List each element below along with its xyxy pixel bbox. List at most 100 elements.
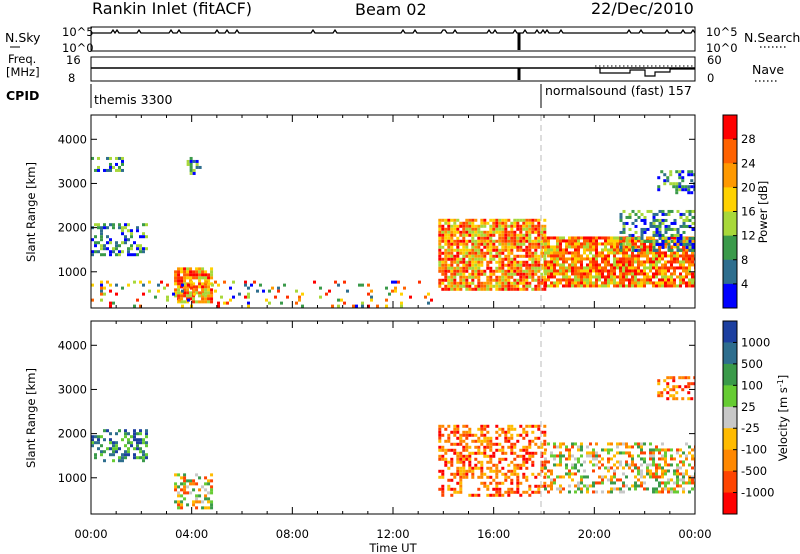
heatmap-cell xyxy=(438,260,442,264)
heatmap-cell xyxy=(688,239,692,243)
heatmap-cell xyxy=(210,500,214,504)
heatmap-cell xyxy=(204,270,208,274)
heatmap-cell xyxy=(685,218,689,222)
x-tick-label: 12:00 xyxy=(376,527,409,541)
heatmap-cell xyxy=(691,254,694,258)
heatmap-cell xyxy=(118,168,121,172)
heatmap-cell xyxy=(622,490,625,494)
heatmap-cell xyxy=(616,260,619,264)
heatmap-cell xyxy=(192,297,196,301)
heatmap-cell xyxy=(652,218,656,222)
heatmap-cell xyxy=(693,185,695,189)
heatmap-cell xyxy=(489,227,493,231)
heatmap-cell xyxy=(655,490,658,494)
heatmap-cell xyxy=(370,289,373,293)
heatmap-cell xyxy=(513,451,517,455)
heatmap-cell xyxy=(91,253,94,257)
heatmap-cell xyxy=(504,224,508,228)
heatmap-cell xyxy=(687,376,691,380)
heatmap-cell xyxy=(649,472,652,476)
heatmap-cell xyxy=(186,276,190,280)
heatmap-cell xyxy=(459,248,463,252)
heatmap-cell xyxy=(661,442,664,446)
heatmap-cell xyxy=(589,263,592,267)
heatmap-cell xyxy=(462,445,466,449)
colorbar-tick-label: 500 xyxy=(741,357,763,371)
heatmap-cell xyxy=(652,239,656,243)
heatmap-cell xyxy=(343,280,346,284)
heatmap-cell xyxy=(649,209,653,213)
heatmap-cell xyxy=(504,439,508,443)
heatmap-cell xyxy=(189,297,193,301)
heatmap-cell xyxy=(537,424,541,428)
heatmap-cell xyxy=(504,284,508,288)
heatmap-cell xyxy=(447,278,451,282)
heatmap-cell xyxy=(658,484,661,488)
heatmap-cell xyxy=(571,266,574,270)
heatmap-cell xyxy=(625,442,628,446)
heatmap-cell xyxy=(547,266,550,270)
heatmap-cell xyxy=(531,245,535,249)
heatmap-cell xyxy=(204,494,208,498)
heatmap-cell xyxy=(667,239,670,243)
heatmap-cell xyxy=(510,272,514,276)
heatmap-cell xyxy=(468,445,472,449)
heatmap-cell xyxy=(640,278,643,282)
heatmap-cell xyxy=(619,263,622,267)
heatmap-cell xyxy=(652,242,656,246)
heatmap-cell xyxy=(453,424,457,428)
heatmap-cell xyxy=(124,235,127,239)
heatmap-cell xyxy=(577,481,580,485)
heatmap-cell xyxy=(682,451,685,455)
heatmap-cell xyxy=(201,276,205,280)
heatmap-cell xyxy=(531,218,535,222)
heatmap-cell xyxy=(598,475,601,479)
nsky-left-tick-bottom: 10^0 xyxy=(62,41,94,55)
heatmap-cell xyxy=(537,224,541,228)
heatmap-cell xyxy=(465,436,469,440)
heatmap-cell xyxy=(181,283,184,287)
heatmap-cell xyxy=(547,239,550,243)
heatmap-cell xyxy=(210,491,214,495)
heatmap-cell xyxy=(483,427,487,431)
heatmap-cell xyxy=(244,283,247,287)
heatmap-cell xyxy=(631,266,634,270)
heatmap-cell xyxy=(589,278,592,282)
heatmap-cell xyxy=(142,292,145,296)
heatmap-cell xyxy=(204,497,208,501)
heatmap-cell xyxy=(531,239,535,243)
heatmap-cell xyxy=(121,459,124,463)
x-tick-label: 04:00 xyxy=(175,527,208,541)
heatmap-cell xyxy=(663,179,667,183)
heatmap-cell xyxy=(340,298,343,302)
heatmap-cell xyxy=(163,286,166,290)
heatmap-cell xyxy=(691,475,694,479)
heatmap-cell xyxy=(462,227,466,231)
heatmap-cell xyxy=(604,269,607,273)
heatmap-cell xyxy=(447,227,451,231)
heatmap-cell xyxy=(690,185,694,189)
heatmap-cell xyxy=(486,466,490,470)
heatmap-cell xyxy=(673,269,676,273)
heatmap-cell xyxy=(682,475,685,479)
heatmap-cell xyxy=(649,236,652,240)
heatmap-cell xyxy=(217,301,220,305)
heatmap-cell xyxy=(189,479,193,483)
heatmap-cell xyxy=(556,284,559,288)
heatmap-cell xyxy=(474,254,478,258)
heatmap-cell xyxy=(489,248,493,252)
heatmap-cell xyxy=(444,248,448,252)
heatmap-cell xyxy=(516,269,520,273)
heatmap-cell xyxy=(456,218,460,222)
heatmap-cell xyxy=(625,251,628,255)
heatmap-cell xyxy=(192,479,196,483)
heatmap-cell xyxy=(91,435,94,439)
heatmap-cell xyxy=(441,469,445,473)
heatmap-cell xyxy=(540,484,544,488)
heatmap-cell xyxy=(562,254,565,258)
heatmap-cell xyxy=(613,481,616,485)
heatmap-cell xyxy=(547,269,550,273)
heatmap-cell xyxy=(655,233,659,237)
heatmap-cell xyxy=(586,248,589,252)
heatmap-cell xyxy=(495,484,499,488)
